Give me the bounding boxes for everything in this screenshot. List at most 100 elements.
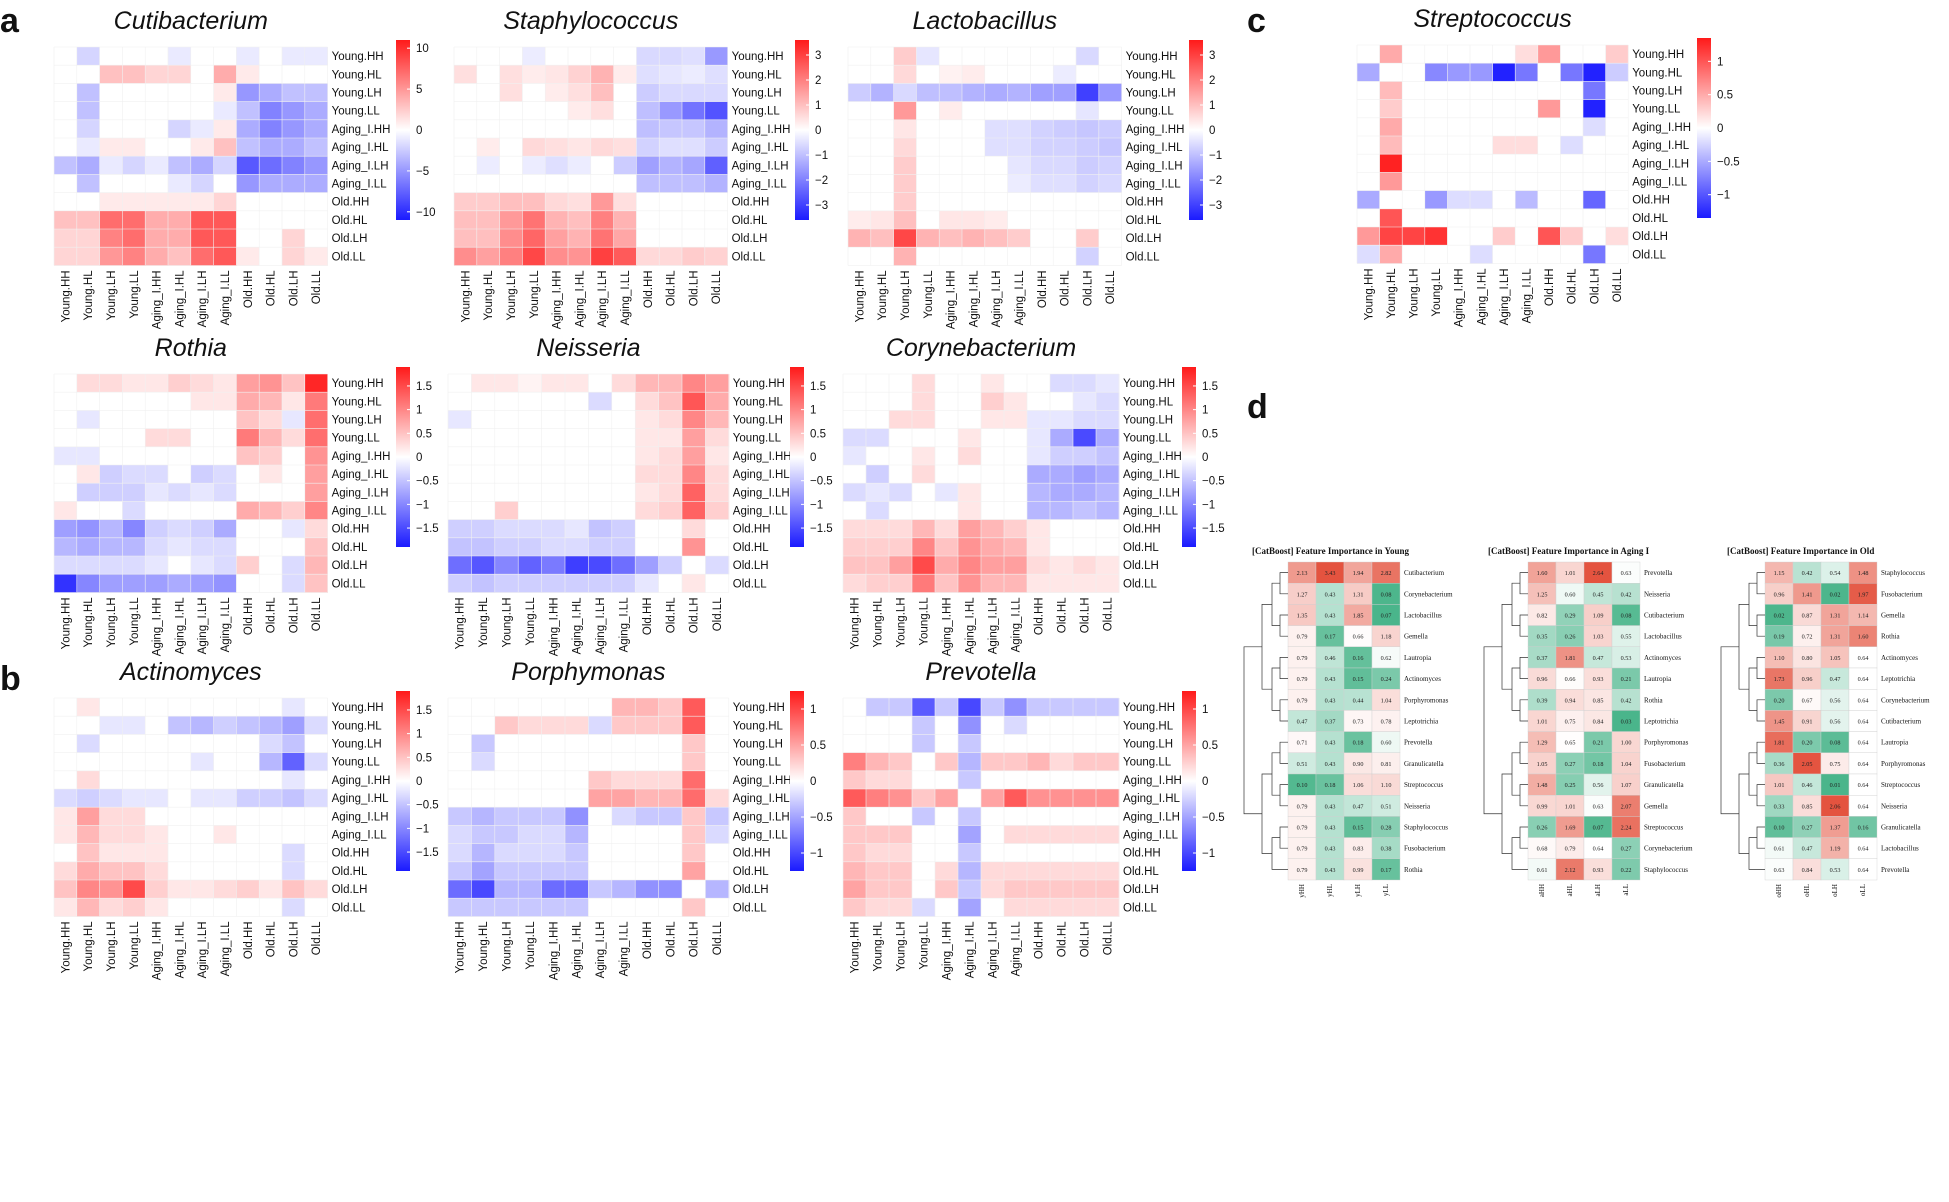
heatmap-cell	[958, 392, 982, 411]
col-label: Young.HL	[83, 921, 95, 972]
cell-value: 0.37	[1537, 655, 1548, 662]
heatmap-cell	[54, 770, 78, 790]
heatmap-cell	[635, 698, 659, 717]
cell-value: 0.79	[1297, 846, 1308, 853]
row-label: Old.LL	[332, 251, 366, 263]
row-label: Young.LH	[332, 415, 382, 427]
heatmap-cell	[122, 210, 146, 230]
col-label: Old.LL	[712, 597, 724, 631]
heatmap-cell	[658, 825, 683, 844]
heatmap-cell	[54, 428, 78, 448]
heatmap-cell	[145, 392, 169, 411]
heatmap-cell	[568, 101, 592, 121]
heatmap-cell	[1050, 537, 1074, 557]
heatmap-cell	[236, 374, 260, 393]
heatmap-cell	[76, 698, 100, 717]
heatmap-cell	[912, 807, 936, 826]
heatmap-cell	[981, 698, 1005, 717]
cell-value: 1.48	[1858, 570, 1869, 577]
col-label: Aging_I.LL	[619, 597, 631, 653]
heatmap-cell	[893, 138, 917, 157]
heatmap-cell	[494, 428, 519, 448]
heatmap-cell	[843, 716, 867, 735]
heatmap-cell	[1424, 136, 1448, 155]
row-label: Young.LL	[332, 433, 381, 445]
heatmap-cell	[145, 47, 169, 66]
heatmap-cell	[613, 65, 637, 84]
colorbar-tick: 1.5	[1202, 381, 1218, 393]
cell-value: 2.82	[1381, 570, 1392, 577]
heatmap-cell	[168, 374, 192, 393]
heatmap-cell	[259, 229, 283, 248]
feature-label: Rothia	[1881, 633, 1901, 641]
heatmap-cell	[682, 789, 706, 808]
col-label: Young.LL	[529, 270, 541, 319]
col-label: Young.LH	[106, 597, 118, 647]
heatmap-cell	[522, 47, 546, 66]
heatmap-cell	[190, 519, 214, 539]
heatmap-cell	[962, 119, 986, 139]
cell-value: 1.01	[1537, 719, 1548, 726]
heatmap-cell	[659, 174, 683, 193]
heatmap-cell	[912, 374, 936, 393]
colorbar-tick: 1	[1209, 100, 1215, 112]
heatmap-cell	[611, 392, 636, 411]
heatmap-cell	[76, 770, 100, 790]
heatmap-cell	[1515, 172, 1539, 191]
heatmap-cell	[568, 174, 592, 193]
heatmap-cell	[518, 374, 542, 393]
heatmap-cell	[54, 483, 78, 502]
heatmap-cell	[1004, 537, 1028, 557]
heatmap-cell	[122, 174, 146, 193]
cell-value: 0.72	[1802, 634, 1813, 641]
heatmap-cell	[588, 410, 613, 429]
heatmap-cell	[122, 138, 146, 157]
row-label: Old.HL	[332, 215, 368, 227]
heatmap-cell	[866, 428, 890, 448]
heatmap-corynebacterium: Young.HHYoung.HLYoung.LHYoung.LLAging_I.…	[842, 367, 1225, 656]
heatmap-cell	[499, 156, 523, 175]
heatmap-cell	[1027, 752, 1051, 772]
col-label: Aging_I.HH	[152, 597, 164, 656]
heatmap-cell	[145, 247, 169, 266]
col-label: Aging_I.LH	[595, 597, 607, 654]
heatmap-cell	[145, 698, 169, 717]
heatmap-cell	[304, 483, 328, 502]
heatmap-cell	[259, 789, 283, 808]
heatmap-cell	[958, 374, 982, 393]
heatmap-cell	[588, 574, 613, 593]
cell-value: 0.07	[1593, 825, 1604, 832]
heatmap-cell	[1073, 465, 1097, 484]
heatmap-cell	[1424, 45, 1448, 64]
heatmap-cell	[568, 119, 592, 139]
heatmap-cell	[912, 501, 936, 520]
heatmap-cell	[912, 537, 936, 557]
heatmap-cell	[1007, 83, 1031, 102]
heatmap-cell	[259, 698, 283, 717]
heatmap-cell	[843, 501, 867, 520]
heatmap-cell	[682, 861, 706, 881]
heatmap-cell	[168, 825, 192, 844]
cell-value: 0.43	[1325, 591, 1336, 598]
feature-label: Neisseria	[1404, 802, 1431, 810]
cell-value: 0.79	[1297, 825, 1308, 832]
heatmap-cell	[541, 880, 566, 899]
heatmap-cell	[635, 537, 659, 557]
heatmap-cell	[168, 716, 192, 735]
cell-value: 2.06	[1830, 803, 1841, 810]
heatmap-cell	[1096, 465, 1120, 484]
heatmap-cell	[476, 229, 500, 248]
feature-label: Cutibacterium	[1404, 569, 1445, 577]
heatmap-cell	[518, 807, 542, 826]
heatmap-cell	[190, 65, 214, 84]
heatmap-cell	[565, 410, 589, 429]
heatmap-cell	[1096, 698, 1120, 717]
heatmap-cell	[1379, 208, 1403, 228]
heatmap-cell	[866, 698, 890, 717]
heatmap-cell	[494, 501, 519, 520]
heatmap-cell	[1492, 245, 1516, 264]
cell-value: 2.05	[1802, 761, 1813, 768]
colorbar-tick: 0	[416, 776, 422, 788]
heatmap-cell	[54, 446, 78, 466]
row-label: Aging_I.HL	[733, 793, 791, 805]
